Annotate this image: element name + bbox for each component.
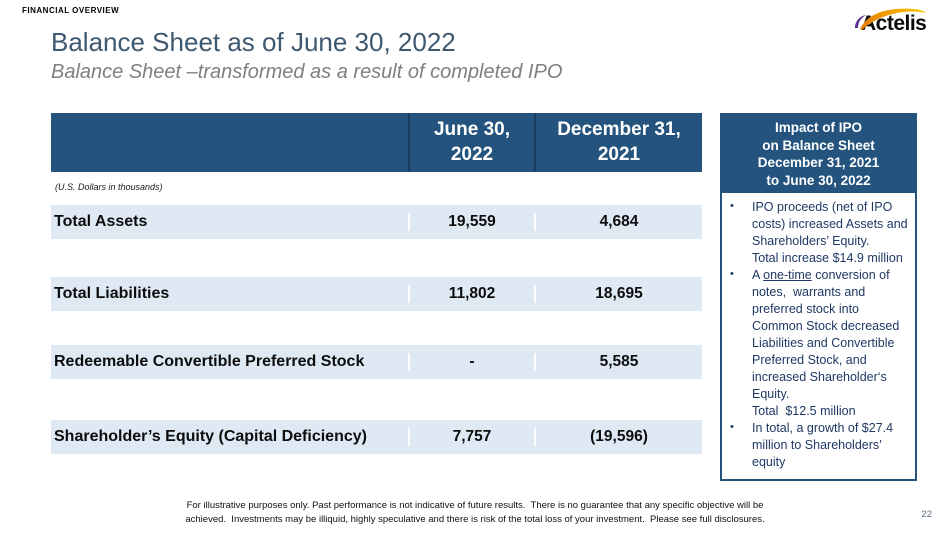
row-value-jun2022: - [408, 353, 534, 371]
row-label: Total Assets [54, 213, 148, 230]
impact-of-ipo-panel: Impact of IPO on Balance Sheet December … [720, 113, 917, 481]
bullet-text-pre: A [752, 268, 764, 283]
row-value-jun2022: 19,559 [408, 213, 534, 231]
actelis-logo-svg: Actelis [855, 8, 927, 35]
row-label: Redeemable Convertible Preferred Stock [54, 353, 365, 370]
row-value-dec2021: 5,585 [534, 353, 702, 371]
table-header-june-2022: June 30, 2022 [408, 113, 534, 172]
table-row-shareholders-equity: Shareholder’s Equity (Capital Deficiency… [51, 420, 702, 454]
impact-panel-body: • IPO proceeds (net of IPO costs) increa… [722, 193, 915, 471]
bullet-icon: • [730, 200, 734, 213]
row-label: Shareholder’s Equity (Capital Deficiency… [54, 428, 367, 445]
row-value-dec2021: 18,695 [534, 285, 702, 303]
impact-bullet-2: • A one-time conversion of notes, warran… [724, 267, 911, 420]
disclaimer-text: For illustrative purposes only. Past per… [185, 500, 765, 525]
impact-bullet-1: • IPO proceeds (net of IPO costs) increa… [724, 199, 911, 267]
bullet-text-post: conversion of notes, warrants and prefer… [752, 268, 900, 419]
page-subtitle: Balance Sheet –transformed as a result o… [51, 61, 563, 83]
impact-bullet-3: • In total, a growth of $27.4 million to… [724, 420, 911, 471]
bullet-text: A one-time conversion of notes, warrants… [752, 267, 911, 420]
bullet-text-underlined: one-time [763, 268, 812, 283]
table-header-december-2021: December 31, 2021 [534, 113, 702, 172]
page-title: Balance Sheet as of June 30, 2022 [51, 27, 456, 57]
table-row-total-assets: Total Assets 19,559 4,684 [51, 205, 702, 239]
table-row-total-liabilities: Total Liabilities 11,802 18,695 [51, 277, 702, 311]
logo-text: Actelis [861, 12, 926, 35]
row-value-jun2022: 7,757 [408, 428, 534, 446]
table-header: June 30, 2022 December 31, 2021 [51, 113, 702, 172]
bullet-text: IPO proceeds (net of IPO costs) increase… [752, 200, 908, 266]
table-header-empty [51, 113, 408, 172]
bullet-text: In total, a growth of $27.4 million to S… [752, 421, 894, 470]
table-row-preferred-stock: Redeemable Convertible Preferred Stock -… [51, 345, 702, 379]
bullet-icon: • [730, 421, 734, 434]
row-label: Total Liabilities [54, 285, 170, 302]
logo-curl-icon [855, 15, 866, 28]
row-value-jun2022: 11,802 [408, 285, 534, 303]
impact-panel-title: Impact of IPO on Balance Sheet December … [722, 115, 915, 194]
units-note: (U.S. Dollars in thousands) [55, 182, 163, 192]
row-value-dec2021: (19,596) [534, 428, 702, 446]
logo-swoosh-icon [860, 8, 926, 30]
row-value-dec2021: 4,684 [534, 213, 702, 231]
actelis-logo: Actelis [852, 4, 946, 36]
bullet-icon: • [730, 268, 734, 281]
page-number: 22 [921, 509, 932, 520]
section-label: FINANCIAL OVERVIEW [22, 6, 120, 15]
